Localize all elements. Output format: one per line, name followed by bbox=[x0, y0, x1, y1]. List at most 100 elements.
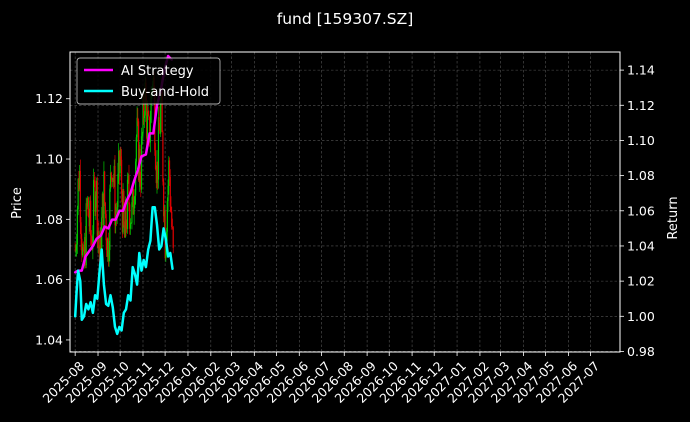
candle-body bbox=[78, 170, 81, 190]
candle-body bbox=[112, 178, 114, 180]
candle-body bbox=[150, 92, 152, 123]
y-right-tick-label: 1.04 bbox=[627, 238, 655, 253]
candle-body bbox=[136, 117, 138, 138]
candle-body bbox=[116, 207, 118, 216]
candle-body bbox=[101, 217, 103, 262]
y-right-tick-label: 1.12 bbox=[627, 98, 655, 113]
candle-body bbox=[169, 176, 171, 207]
candle-body bbox=[166, 201, 168, 232]
candle-body bbox=[147, 111, 149, 115]
candle-body bbox=[154, 150, 157, 170]
candle-body bbox=[99, 230, 101, 263]
candle-body bbox=[107, 238, 109, 257]
candle-body bbox=[121, 159, 123, 194]
candle-body bbox=[103, 171, 105, 226]
candle-body bbox=[78, 179, 80, 190]
candle-body bbox=[90, 235, 92, 246]
candle-body bbox=[84, 237, 86, 265]
candle-body bbox=[84, 237, 87, 266]
candle-body bbox=[171, 211, 173, 227]
candle-body bbox=[88, 216, 90, 227]
series-line-buy-and-hold bbox=[73, 206, 174, 336]
candle-body bbox=[161, 92, 163, 132]
candle-body bbox=[142, 95, 144, 134]
candle-body bbox=[113, 165, 115, 183]
candle-body bbox=[123, 225, 126, 238]
candle-body bbox=[129, 204, 131, 229]
chart-title: fund [159307.SZ] bbox=[277, 10, 414, 28]
candle-body bbox=[80, 222, 82, 239]
candle-body bbox=[95, 196, 97, 212]
candle-body bbox=[132, 188, 134, 203]
y-right-tick-label: 1.02 bbox=[627, 274, 655, 289]
candle-body bbox=[172, 227, 174, 248]
candle-body bbox=[157, 117, 160, 180]
candle-body bbox=[126, 179, 129, 230]
candle-body bbox=[140, 136, 143, 190]
candle-body bbox=[143, 115, 146, 119]
candle-body bbox=[134, 195, 136, 205]
candle-body bbox=[87, 197, 89, 207]
y-right-tick-label: 0.98 bbox=[627, 344, 655, 359]
y-right-tick-label: 1.14 bbox=[627, 63, 655, 78]
candle-body bbox=[109, 172, 112, 189]
candle-body bbox=[119, 156, 121, 174]
candle-body bbox=[118, 150, 120, 174]
candle-body bbox=[160, 101, 162, 134]
y-right-tick-label: 1.00 bbox=[627, 309, 655, 324]
candle-body bbox=[76, 244, 78, 250]
candle-body bbox=[81, 246, 84, 256]
y-left-tick-label: 1.04 bbox=[35, 332, 63, 347]
candle-body bbox=[112, 178, 115, 183]
y-right-tick-label: 1.08 bbox=[627, 168, 655, 183]
candle-body bbox=[156, 161, 158, 184]
candle-body bbox=[101, 193, 104, 218]
candle-body bbox=[94, 180, 96, 212]
candle-body bbox=[163, 181, 165, 217]
candle-body bbox=[107, 238, 109, 262]
y-axis-left-title: Price bbox=[10, 187, 25, 219]
candle-body bbox=[89, 200, 91, 227]
candle-body bbox=[157, 161, 159, 180]
candle-body bbox=[108, 250, 110, 262]
candle-body bbox=[129, 223, 132, 229]
y-axis-left: 1.04 1.06 1.08 1.10 1.12 bbox=[35, 91, 70, 347]
legend-label-ai-strategy: AI Strategy bbox=[121, 64, 194, 79]
candle-body bbox=[76, 209, 78, 245]
candle-body bbox=[100, 230, 102, 262]
candle-body bbox=[117, 173, 119, 208]
candle-body bbox=[92, 234, 94, 249]
y-axis-right: 0.98 1.00 1.02 1.04 1.06 1.08 1.10 1.12 1.14 bbox=[620, 63, 655, 359]
candle-body bbox=[131, 202, 133, 223]
return-lines bbox=[73, 54, 174, 336]
y-right-tick-label: 1.10 bbox=[627, 133, 655, 148]
candle-body bbox=[95, 180, 98, 197]
candle-body bbox=[111, 176, 113, 180]
candle-body bbox=[170, 206, 172, 212]
candle-body bbox=[79, 170, 81, 223]
candle-body bbox=[128, 175, 130, 205]
candle-body bbox=[126, 228, 128, 230]
candle-body bbox=[98, 231, 100, 247]
candle-body bbox=[121, 193, 123, 233]
candle-body bbox=[148, 114, 150, 118]
candle-body bbox=[158, 117, 160, 131]
candle-body bbox=[82, 246, 84, 249]
candle-body bbox=[140, 182, 142, 190]
candle-body bbox=[130, 222, 132, 224]
candle-body bbox=[109, 188, 111, 251]
candle-body bbox=[120, 156, 122, 160]
candle-body bbox=[90, 200, 92, 236]
candle-body bbox=[75, 249, 77, 251]
candle-body bbox=[137, 121, 140, 181]
candle-body bbox=[85, 203, 87, 266]
candle-body bbox=[127, 175, 129, 180]
candle-body bbox=[165, 242, 167, 259]
candle-body bbox=[124, 202, 126, 238]
candle-body bbox=[118, 150, 120, 174]
candle-body bbox=[77, 179, 79, 210]
candle-body bbox=[83, 248, 85, 265]
candle-body bbox=[92, 179, 95, 235]
candle-body bbox=[87, 197, 90, 217]
